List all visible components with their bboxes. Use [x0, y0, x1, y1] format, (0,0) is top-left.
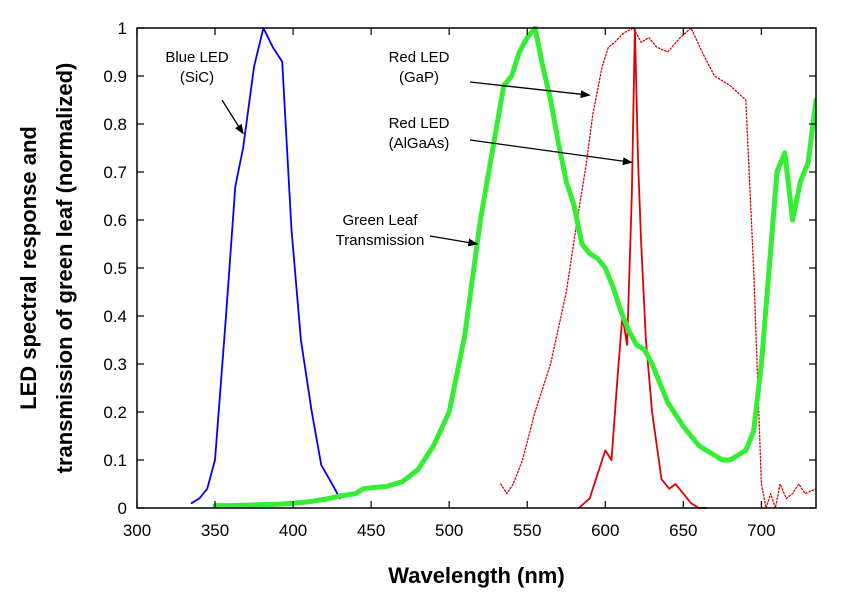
y-tick-label: 1 [118, 19, 127, 38]
series-line-red-led-gap [500, 27, 816, 509]
x-tick-label: 400 [279, 521, 307, 540]
annotation-label: Red LED [389, 115, 450, 132]
y-tick-label: 0.2 [103, 403, 127, 422]
x-tick-label: 700 [747, 521, 775, 540]
annotation-label: (SiC) [180, 69, 214, 86]
y-tick-label: 0.7 [103, 163, 127, 182]
plot-frame [136, 27, 817, 509]
annotation-label: Transmission [336, 232, 425, 249]
y-axis-title-line2: transmission of green leaf (normalized) [52, 63, 77, 474]
y-tick-label: 0.1 [103, 451, 127, 470]
series-layer [190, 26, 816, 509]
annotation-arrow [469, 139, 633, 166]
x-tick-label: 550 [513, 521, 541, 540]
series-line-red-led-algaas [577, 27, 708, 509]
x-tick-label: 650 [669, 521, 697, 540]
annotation-arrow [221, 99, 244, 135]
y-axis-title-line1: LED spectral response and [16, 126, 41, 410]
y-tick-label: 0 [118, 499, 127, 518]
annotation-red-led-gap: Red LED (GaP) [389, 49, 591, 99]
x-tick-label: 500 [435, 521, 463, 540]
annotation-label: Green Leaf [342, 212, 418, 229]
x-tick-label: 450 [357, 521, 385, 540]
annotation-label: Blue LED [165, 49, 229, 66]
annotation-blue-led-sic: Blue LED (SiC) [165, 49, 244, 135]
annotation-arrow [429, 235, 479, 247]
x-tick-label: 350 [201, 521, 229, 540]
series-line-blue-led-sic [190, 27, 341, 505]
y-tick-label: 0.5 [103, 259, 127, 278]
annotation-label: Red LED [389, 49, 450, 66]
series-line-green-leaf-transmission [212, 26, 816, 509]
annotation-arrow [469, 81, 591, 99]
annotation-red-led-algaas: Red LED (AlGaAs) [389, 115, 633, 166]
annotation-label: (AlGaAs) [389, 135, 450, 152]
x-axis-title: Wavelength (nm) [388, 563, 564, 588]
y-tick-label: 0.3 [103, 355, 127, 374]
y-tick-label: 0.9 [103, 67, 127, 86]
annotation-layer: Blue LED (SiC) Red LED (GaP) Red LED (AlGaAs)… [165, 49, 633, 249]
tick-layer: 300 350 400 450 500 550 600 650 700 0 0.1 0.2 0.3 0.4… [103, 19, 816, 540]
y-tick-label: 0.8 [103, 115, 127, 134]
y-tick-label: 0.4 [103, 307, 127, 326]
x-tick-label: 300 [123, 521, 151, 540]
annotation-green-leaf-transmission: Green Leaf Transmission [336, 212, 479, 249]
annotation-label: (GaP) [399, 69, 439, 86]
y-tick-label: 0.6 [103, 211, 127, 230]
x-tick-label: 600 [591, 521, 619, 540]
